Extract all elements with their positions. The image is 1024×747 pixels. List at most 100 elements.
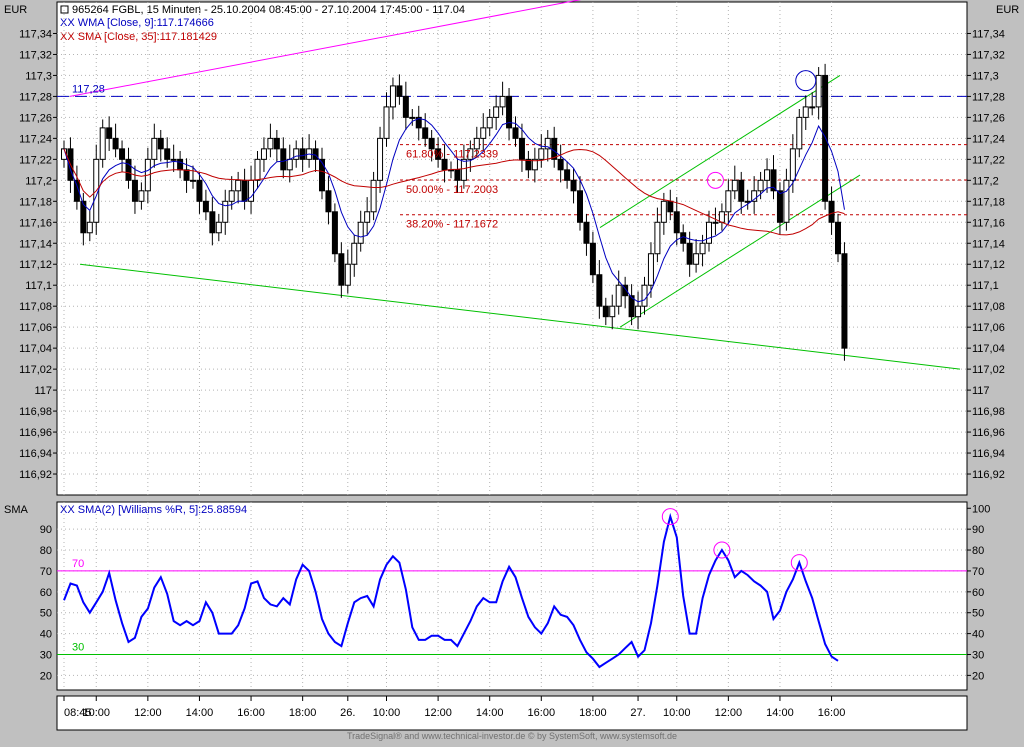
osc-label-right: 20: [972, 670, 984, 682]
candle-body: [757, 179, 764, 192]
time-label: 16:00: [818, 707, 846, 719]
price-label-left: 117,22: [19, 154, 52, 166]
candle-body: [190, 179, 196, 182]
price-marker-circle: [795, 70, 817, 92]
price-label-right: 117,3: [972, 70, 999, 82]
osc-label-left: 60: [40, 587, 52, 599]
candle-body: [589, 242, 596, 276]
candle-body: [531, 158, 538, 171]
peak-marker-circle: [661, 508, 679, 526]
price-label-right: 117: [972, 385, 990, 397]
legend-williams: XX SMA(2) [Williams %R, 5]:25.88594: [60, 504, 247, 516]
price-label-left: 117,34: [19, 28, 52, 40]
price-label-left: 117,02: [19, 364, 52, 376]
candle-body: [764, 169, 771, 181]
price-label-left: 117,26: [19, 112, 52, 124]
price-label-left: 117,28: [19, 91, 52, 103]
candle-body: [370, 179, 377, 213]
candle-body: [286, 158, 293, 171]
oscillator-panel-label: SMA: [4, 504, 29, 516]
osc-label-left: 30: [40, 649, 52, 661]
support-trendline: [79, 263, 961, 370]
candle-body: [731, 179, 738, 192]
candle-body: [86, 221, 93, 234]
chart-drawings: [57, 0, 967, 370]
osc-label-left: 50: [40, 608, 52, 620]
candle-body: [267, 137, 274, 150]
candle-body: [389, 85, 396, 108]
candle-body: [402, 95, 409, 118]
candle-body: [518, 137, 525, 160]
candle-body: [525, 158, 532, 171]
price-label-right: 117,16: [972, 217, 1005, 229]
price-label-right: 117,32: [972, 49, 1005, 61]
osc-label-right: 50: [972, 608, 984, 620]
fib-label: 38.20% - 117.1672: [406, 219, 498, 231]
candle-body: [119, 148, 126, 160]
peak-marker-circle: [713, 541, 731, 559]
price-label-left: 117,1: [25, 280, 52, 292]
candle-body: [770, 169, 777, 192]
candle-body: [641, 284, 648, 307]
price-label-right: 117,14: [972, 238, 1005, 250]
candle-body: [209, 211, 216, 234]
osc-level-label: 30: [72, 641, 84, 653]
candle-body: [254, 158, 261, 181]
price-label-right: 117,26: [972, 112, 1005, 124]
candle-body: [686, 242, 693, 265]
osc-level-label: 70: [72, 558, 84, 570]
time-label: 12:00: [715, 707, 743, 719]
candle-body: [99, 127, 106, 160]
price-label-right: 117,1: [972, 280, 999, 292]
indicator-lines: [63, 117, 845, 303]
price-label-right: 116,92: [972, 469, 1005, 481]
williams-r-line: [63, 512, 839, 669]
candle-body: [796, 116, 803, 150]
candle-body: [577, 190, 583, 223]
candle-body: [273, 137, 280, 150]
price-label-right: 117,08: [972, 301, 1005, 313]
price-grid: [53, 2, 971, 495]
candle-body: [73, 179, 80, 202]
osc-label-right: 70: [972, 566, 984, 578]
osc-label-right: 40: [972, 629, 984, 641]
candle-body: [441, 158, 448, 171]
candle-body: [396, 85, 403, 97]
price-label-left: 117,24: [19, 133, 52, 145]
candle-body: [241, 179, 248, 202]
candle-body: [415, 116, 422, 129]
price-label-left: 117,12: [19, 259, 52, 271]
candle-body: [712, 221, 719, 224]
osc-label-left: 40: [40, 629, 52, 641]
candle-body: [202, 200, 209, 213]
candle-body: [622, 284, 629, 297]
candle-body: [583, 221, 590, 244]
candle-body: [693, 253, 700, 265]
price-label-right: 117,28: [972, 91, 1005, 103]
time-label: 12:00: [424, 707, 452, 719]
candle-body: [383, 106, 390, 139]
price-label-right: 117,24: [972, 133, 1005, 145]
sma-line: [63, 148, 845, 236]
candle-body: [428, 137, 435, 150]
time-axis-panel: [56, 695, 968, 731]
oscillator-grid: [57, 502, 971, 690]
legend-wma: XX WMA [Close, 9]:117.174666: [60, 17, 214, 29]
price-label-right: 116,94: [972, 448, 1005, 460]
osc-label-left: 90: [40, 524, 52, 536]
candle-body: [177, 158, 184, 171]
time-label: 10:00: [373, 707, 401, 719]
price-label-left: 117,32: [19, 49, 52, 61]
price-label-left: 116,94: [19, 448, 52, 460]
fib-label: 50.00% - 117.2003: [406, 184, 498, 196]
candle-body: [635, 305, 642, 318]
candle-body: [454, 169, 461, 181]
osc-label-right: 90: [972, 524, 984, 536]
candle-body: [835, 221, 841, 255]
candle-body: [299, 148, 306, 160]
resistance-trendline: [69, 0, 582, 97]
time-label: 18:00: [289, 707, 317, 719]
candle-body: [609, 305, 616, 318]
price-label-right: 117,06: [972, 322, 1005, 334]
